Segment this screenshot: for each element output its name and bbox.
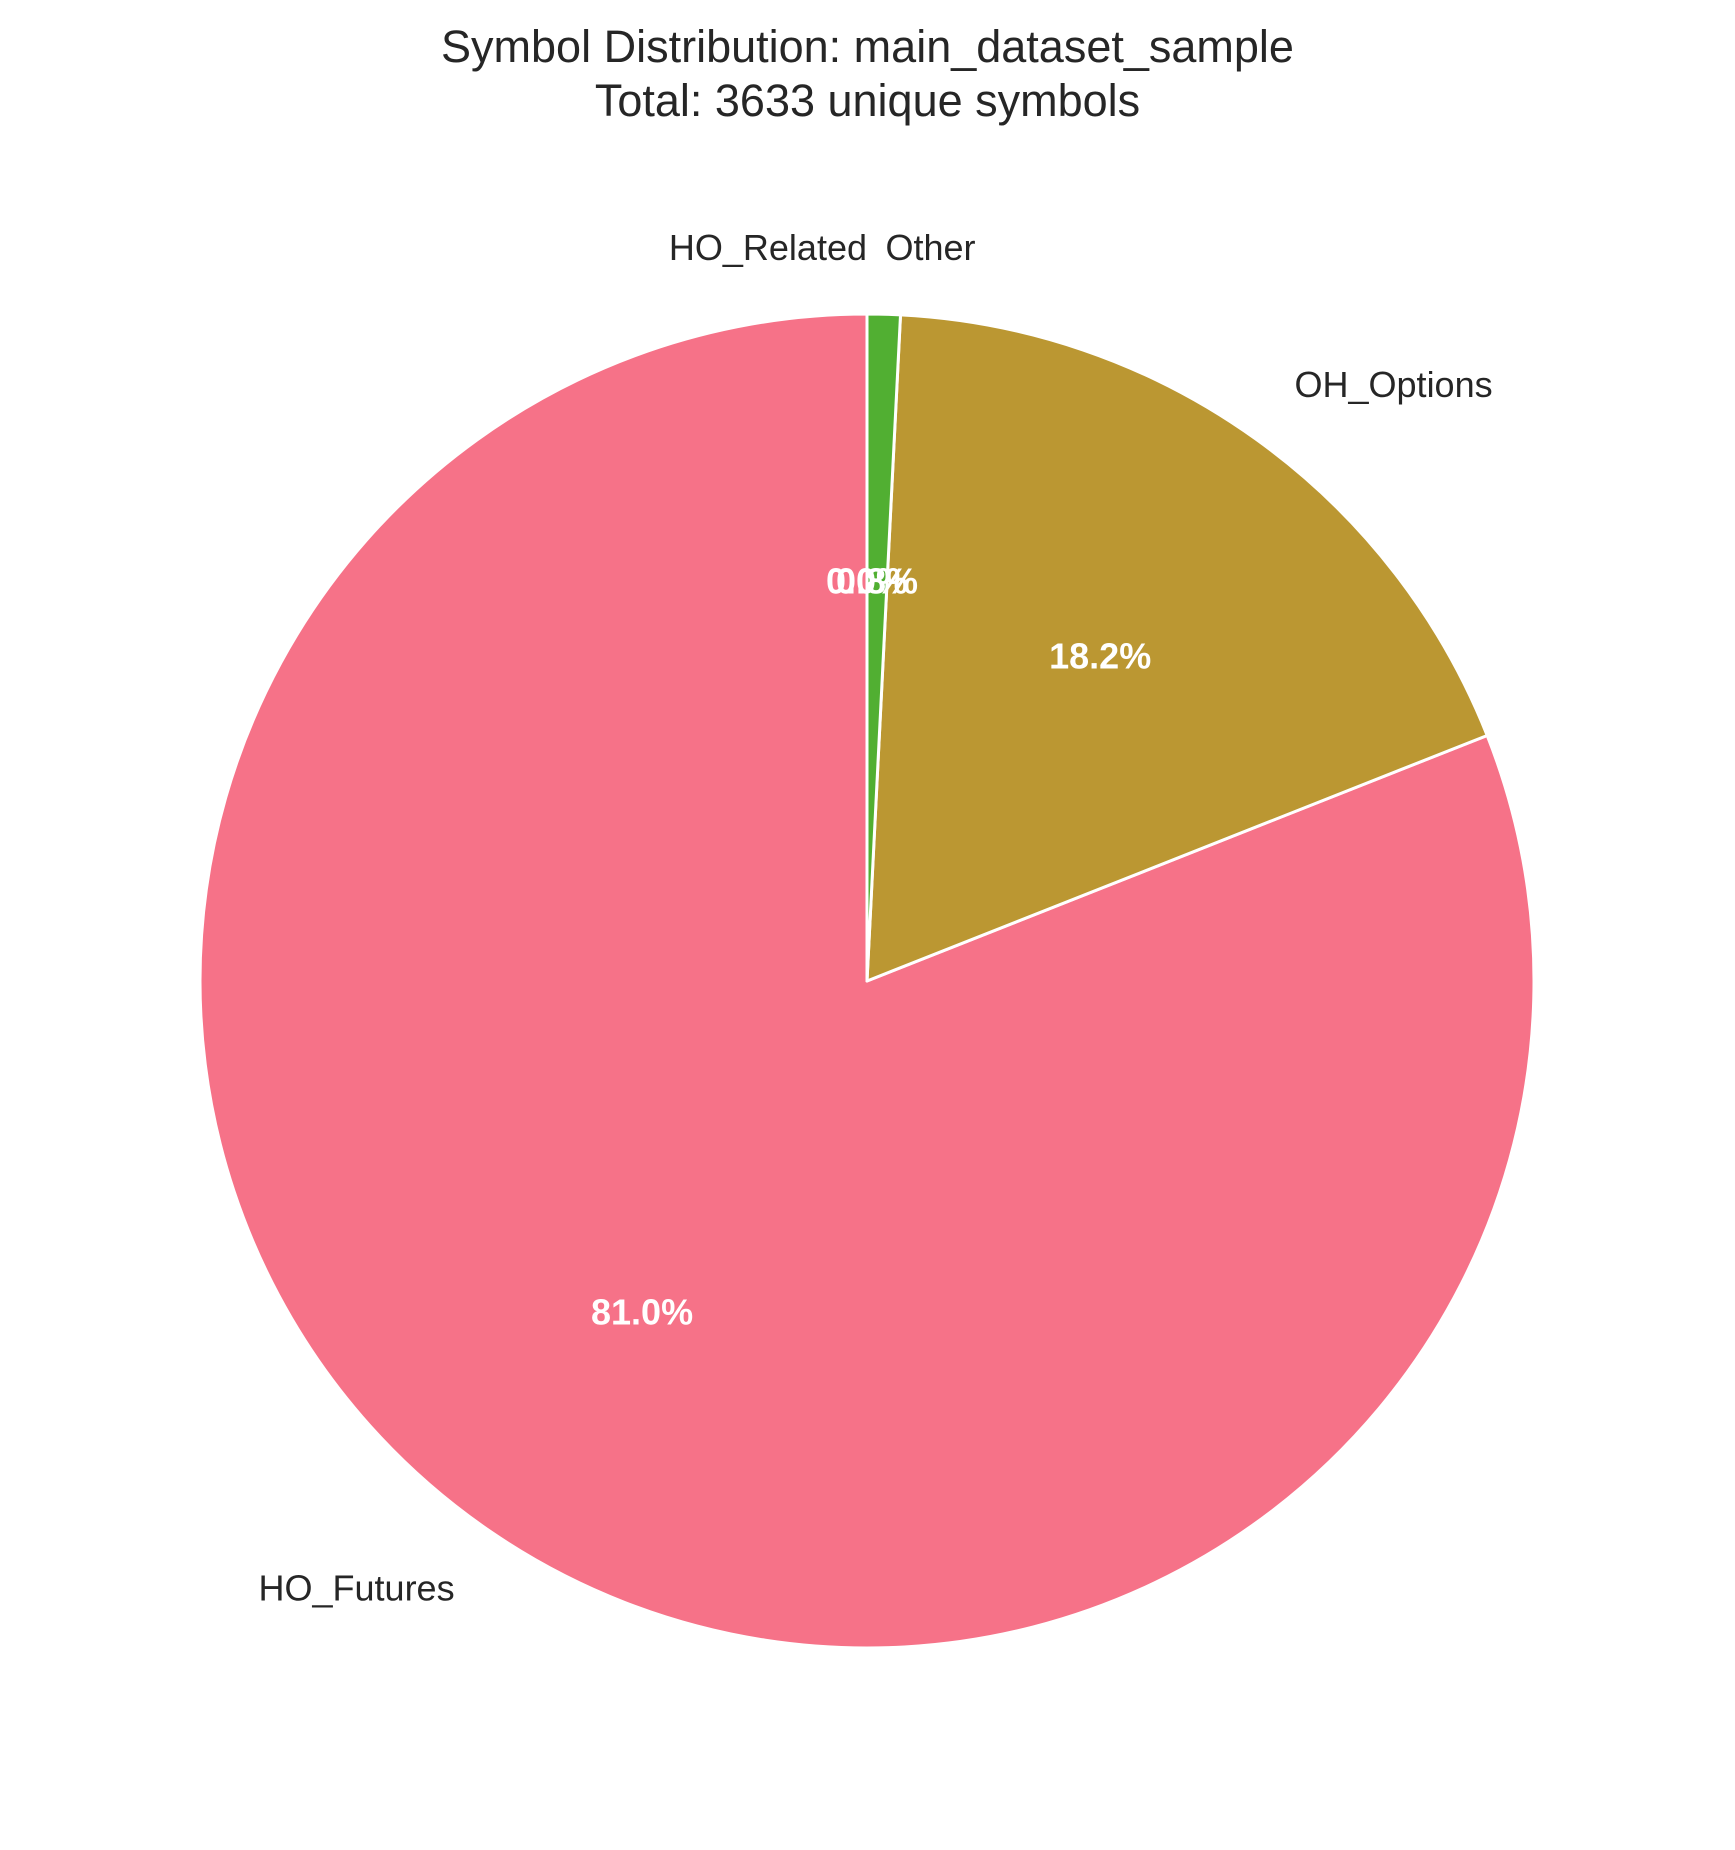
slice-percent-label: 0.0% [826,560,908,601]
slice-category-label: OH_Options [1295,364,1493,405]
slice-percent-label: 81.0% [591,1291,693,1332]
slice-category-label: HO_Related [669,227,867,268]
slice-category-label: HO_Futures [259,1567,455,1608]
pie-slice-oh-options [865,313,1489,983]
chart-title-block: Symbol Distribution: main_dataset_sample… [0,20,1735,128]
slice-percent-label: 0.8% [836,560,918,601]
slice-percent-label: 18.2% [1049,635,1151,676]
slice-category-label: Other [885,227,975,268]
chart-title: Symbol Distribution: main_dataset_sample [441,21,1294,72]
chart-subtitle: Total: 3633 unique symbols [594,75,1141,126]
pie-slice-other [865,312,903,983]
